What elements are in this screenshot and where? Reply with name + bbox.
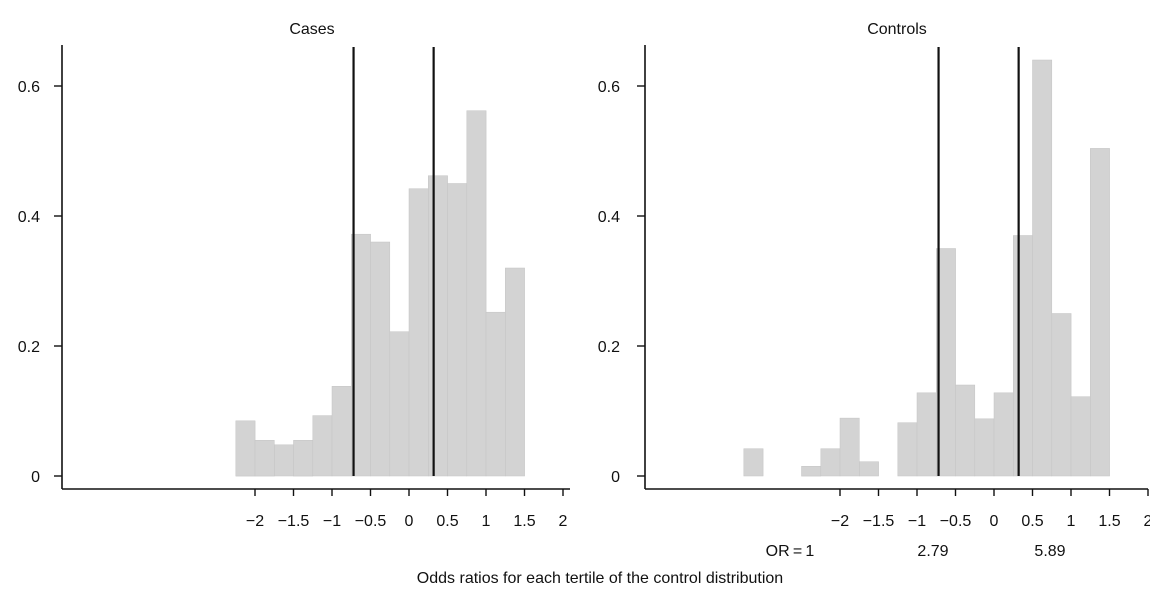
x-tick-label: −1 — [908, 513, 926, 530]
histogram-bar — [974, 418, 995, 477]
x-tick-label: 2 — [1144, 513, 1150, 530]
histogram-bar — [1032, 59, 1053, 477]
y-tick-label: 0.2 — [598, 339, 620, 356]
x-tick-label: −1.5 — [278, 513, 310, 530]
histogram-bar — [936, 248, 956, 477]
cases-histogram-panel: Cases 0 0.2 0.4 0.6 −2 −1.5 −1 −0.5 0 0.5 1 1.5 2 — [18, 21, 570, 530]
y-tick-label: 0.6 — [18, 79, 40, 96]
x-tick-label: −1.5 — [863, 513, 895, 530]
y-tick-label: 0 — [31, 469, 40, 486]
histogram-bar — [254, 440, 275, 477]
histogram-bar — [312, 415, 333, 477]
histogram-bar — [1013, 235, 1033, 477]
histogram-bar — [466, 110, 487, 477]
odds-ratio-label-tertile-1: OR = 1 — [766, 543, 815, 560]
x-tick-label: 1 — [482, 513, 491, 530]
x-tick-label: 1.5 — [1098, 513, 1120, 530]
histogram-bar — [428, 175, 448, 477]
histogram-bar — [1090, 148, 1110, 477]
y-tick-label: 0.2 — [18, 339, 40, 356]
histogram-bar — [293, 440, 314, 477]
histogram-bar — [897, 422, 918, 477]
x-tick-label: 2 — [559, 513, 568, 530]
controls-histogram-panel: Controls 0 0.2 0.4 0.6 −2 −1.5 −1 −0.5 0 0.5 1 1.5 2 — [598, 21, 1150, 530]
histogram-bar — [408, 188, 429, 477]
panel-title: Controls — [867, 21, 927, 38]
histogram-bar — [955, 384, 976, 477]
x-tick-label: 0 — [990, 513, 999, 530]
x-tick-label: −0.5 — [355, 513, 387, 530]
histogram-bar — [1051, 313, 1072, 477]
odds-ratio-label-tertile-2: 2.79 — [917, 543, 948, 560]
histogram-bar — [235, 420, 256, 477]
x-tick-label: −0.5 — [940, 513, 972, 530]
odds-ratio-label-tertile-3: 5.89 — [1034, 543, 1065, 560]
x-tick-label: 1 — [1067, 513, 1076, 530]
footer-caption: Odds ratios for each tertile of the cont… — [417, 570, 783, 587]
histogram-bar — [389, 331, 410, 477]
histogram-bar — [839, 417, 860, 477]
x-tick-label: −1 — [323, 513, 341, 530]
y-tick-label: 0 — [611, 469, 620, 486]
histogram-bar — [370, 241, 391, 477]
x-tick-label: 1.5 — [513, 513, 535, 530]
x-tick-label: 0.5 — [1021, 513, 1043, 530]
histogram-bar — [820, 448, 841, 477]
histogram-bar — [1070, 396, 1091, 477]
histogram-bar — [801, 466, 822, 477]
y-tick-label: 0.4 — [18, 209, 40, 226]
histogram-bar — [859, 461, 879, 477]
x-tick-label: 0 — [405, 513, 414, 530]
x-tick-label: −2 — [831, 513, 849, 530]
x-tick-label: −2 — [246, 513, 264, 530]
histogram-bar — [274, 444, 294, 477]
x-tick-label: 0.5 — [436, 513, 458, 530]
histogram-bar — [505, 267, 525, 477]
histogram-bar — [916, 392, 937, 477]
histogram-bar — [447, 183, 468, 477]
histogram-bar — [331, 386, 352, 477]
y-tick-label: 0.6 — [598, 79, 620, 96]
panel-title: Cases — [289, 21, 334, 38]
y-tick-label: 0.4 — [598, 209, 620, 226]
histogram-bar — [485, 311, 506, 477]
histogram-bar — [993, 392, 1014, 477]
histogram-bar — [743, 448, 764, 477]
